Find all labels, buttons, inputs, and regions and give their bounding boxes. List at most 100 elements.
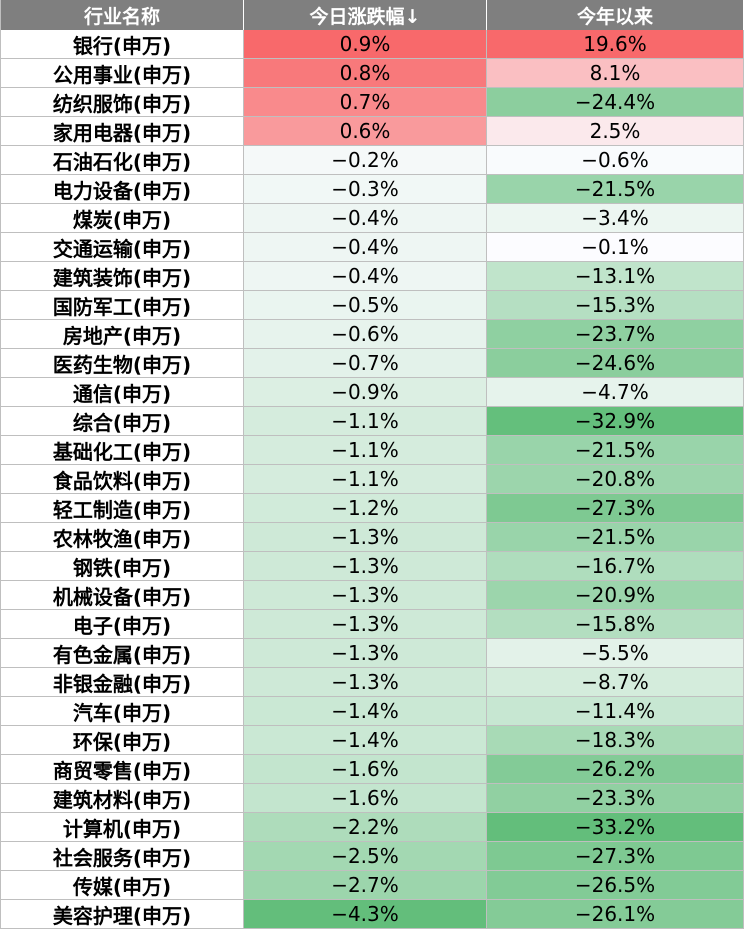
table-row: 基础化工(申万) −1.1% −21.5% — [0, 436, 744, 465]
industry-name-cell: 电力设备(申万) — [0, 175, 244, 204]
ytd-change-cell: 19.6% — [487, 30, 744, 59]
ytd-change-cell: −24.6% — [487, 349, 744, 378]
table-row: 计算机(申万) −2.2% −33.2% — [0, 813, 744, 842]
ytd-change-cell: −20.8% — [487, 465, 744, 494]
table-header: 行业名称 今日涨跌幅↓ 今年以来 — [0, 0, 744, 30]
ytd-change-cell: −4.7% — [487, 378, 744, 407]
table-row: 综合(申万) −1.1% −32.9% — [0, 407, 744, 436]
daily-change-cell: −0.3% — [244, 175, 487, 204]
daily-change-cell: −1.4% — [244, 726, 487, 755]
industry-name-cell: 美容护理(申万) — [0, 900, 244, 929]
industry-name-cell: 有色金属(申万) — [0, 639, 244, 668]
ytd-change-cell: −26.5% — [487, 871, 744, 900]
industry-name-cell: 银行(申万) — [0, 30, 244, 59]
daily-change-cell: −0.5% — [244, 291, 487, 320]
table-row: 建筑装饰(申万) −0.4% −13.1% — [0, 262, 744, 291]
ytd-change-cell: −23.3% — [487, 784, 744, 813]
table-row: 商贸零售(申万) −1.6% −26.2% — [0, 755, 744, 784]
ytd-change-cell: −11.4% — [487, 697, 744, 726]
table-row: 交通运输(申万) −0.4% −0.1% — [0, 233, 744, 262]
industry-name-cell: 石油石化(申万) — [0, 146, 244, 175]
daily-change-cell: −0.7% — [244, 349, 487, 378]
table-row: 社会服务(申万) −2.5% −27.3% — [0, 842, 744, 871]
industry-name-cell: 非银金融(申万) — [0, 668, 244, 697]
industry-name-cell: 环保(申万) — [0, 726, 244, 755]
table-row: 煤炭(申万) −0.4% −3.4% — [0, 204, 744, 233]
ytd-change-cell: −0.6% — [487, 146, 744, 175]
ytd-change-cell: 8.1% — [487, 59, 744, 88]
daily-change-cell: 0.9% — [244, 30, 487, 59]
industry-name-cell: 钢铁(申万) — [0, 552, 244, 581]
daily-change-cell: −1.6% — [244, 784, 487, 813]
industry-name-cell: 计算机(申万) — [0, 813, 244, 842]
industry-name-cell: 煤炭(申万) — [0, 204, 244, 233]
daily-change-cell: −2.5% — [244, 842, 487, 871]
industry-name-cell: 交通运输(申万) — [0, 233, 244, 262]
table-row: 公用事业(申万) 0.8% 8.1% — [0, 59, 744, 88]
daily-change-cell: −0.9% — [244, 378, 487, 407]
industry-name-cell: 基础化工(申万) — [0, 436, 244, 465]
daily-change-cell: −0.6% — [244, 320, 487, 349]
header-industry-name[interactable]: 行业名称 — [0, 0, 244, 30]
industry-name-cell: 农林牧渔(申万) — [0, 523, 244, 552]
daily-change-cell: −1.6% — [244, 755, 487, 784]
ytd-change-cell: −27.3% — [487, 842, 744, 871]
daily-change-cell: −4.3% — [244, 900, 487, 929]
table-row: 银行(申万) 0.9% 19.6% — [0, 30, 744, 59]
daily-change-cell: −2.2% — [244, 813, 487, 842]
ytd-change-cell: −21.5% — [487, 436, 744, 465]
industry-name-cell: 建筑装饰(申万) — [0, 262, 244, 291]
table-row: 机械设备(申万) −1.3% −20.9% — [0, 581, 744, 610]
industry-name-cell: 综合(申万) — [0, 407, 244, 436]
industry-name-cell: 社会服务(申万) — [0, 842, 244, 871]
industry-name-cell: 国防军工(申万) — [0, 291, 244, 320]
ytd-change-cell: 2.5% — [487, 117, 744, 146]
table-row: 美容护理(申万) −4.3% −26.1% — [0, 900, 744, 929]
table-row: 传媒(申万) −2.7% −26.5% — [0, 871, 744, 900]
table-row: 农林牧渔(申万) −1.3% −21.5% — [0, 523, 744, 552]
daily-change-cell: −0.4% — [244, 233, 487, 262]
industry-name-cell: 电子(申万) — [0, 610, 244, 639]
daily-change-cell: −1.2% — [244, 494, 487, 523]
daily-change-cell: −0.4% — [244, 262, 487, 291]
industry-name-cell: 传媒(申万) — [0, 871, 244, 900]
daily-change-cell: −1.1% — [244, 436, 487, 465]
daily-change-cell: −1.3% — [244, 523, 487, 552]
industry-name-cell: 家用电器(申万) — [0, 117, 244, 146]
ytd-change-cell: −5.5% — [487, 639, 744, 668]
header-daily-change[interactable]: 今日涨跌幅↓ — [244, 0, 487, 30]
ytd-change-cell: −26.1% — [487, 900, 744, 929]
daily-change-cell: −1.3% — [244, 552, 487, 581]
table-row: 石油石化(申万) −0.2% −0.6% — [0, 146, 744, 175]
table-row: 有色金属(申万) −1.3% −5.5% — [0, 639, 744, 668]
ytd-change-cell: −24.4% — [487, 88, 744, 117]
industry-name-cell: 商贸零售(申万) — [0, 755, 244, 784]
ytd-change-cell: −16.7% — [487, 552, 744, 581]
ytd-change-cell: −21.5% — [487, 523, 744, 552]
daily-change-cell: −1.3% — [244, 668, 487, 697]
table-row: 汽车(申万) −1.4% −11.4% — [0, 697, 744, 726]
industry-name-cell: 汽车(申万) — [0, 697, 244, 726]
table-row: 建筑材料(申万) −1.6% −23.3% — [0, 784, 744, 813]
table-row: 环保(申万) −1.4% −18.3% — [0, 726, 744, 755]
table-row: 国防军工(申万) −0.5% −15.3% — [0, 291, 744, 320]
daily-change-cell: −1.4% — [244, 697, 487, 726]
industry-name-cell: 机械设备(申万) — [0, 581, 244, 610]
ytd-change-cell: −15.3% — [487, 291, 744, 320]
table-row: 非银金融(申万) −1.3% −8.7% — [0, 668, 744, 697]
daily-change-cell: −1.1% — [244, 465, 487, 494]
daily-change-cell: −1.3% — [244, 581, 487, 610]
ytd-change-cell: −20.9% — [487, 581, 744, 610]
ytd-change-cell: −21.5% — [487, 175, 744, 204]
table-row: 家用电器(申万) 0.6% 2.5% — [0, 117, 744, 146]
ytd-change-cell: −33.2% — [487, 813, 744, 842]
daily-change-cell: −1.3% — [244, 639, 487, 668]
daily-change-cell: 0.6% — [244, 117, 487, 146]
daily-change-cell: 0.7% — [244, 88, 487, 117]
ytd-change-cell: −26.2% — [487, 755, 744, 784]
industry-name-cell: 建筑材料(申万) — [0, 784, 244, 813]
daily-change-cell: −0.4% — [244, 204, 487, 233]
table-row: 钢铁(申万) −1.3% −16.7% — [0, 552, 744, 581]
header-ytd-change[interactable]: 今年以来 — [487, 0, 744, 30]
table-row: 医药生物(申万) −0.7% −24.6% — [0, 349, 744, 378]
